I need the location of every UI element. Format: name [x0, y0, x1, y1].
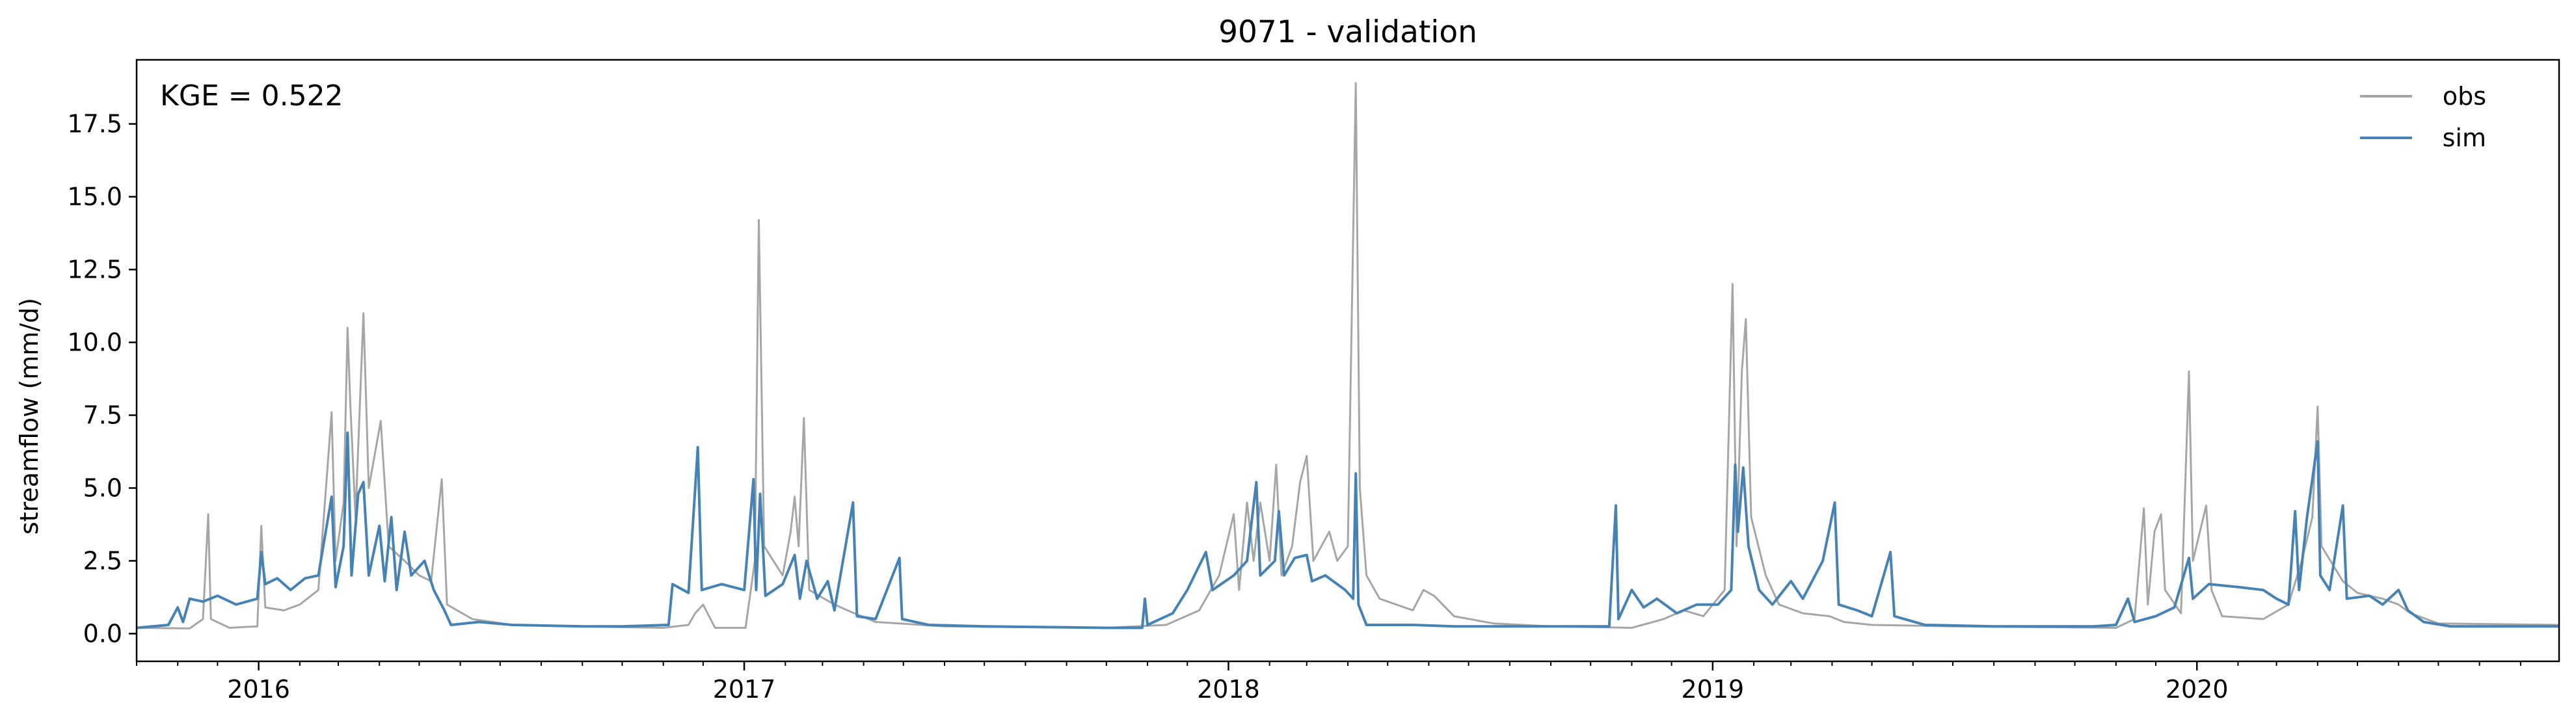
x-tick-label: 2016	[227, 675, 290, 704]
x-tick-label: 2017	[713, 675, 776, 704]
plot-frame	[135, 59, 2560, 663]
y-tick-label: 10.0	[67, 328, 122, 357]
series-line-sim	[137, 431, 2559, 629]
legend-label-obs: obs	[2443, 82, 2486, 111]
legend-label-sim: sim	[2443, 124, 2486, 152]
y-tick-label: 15.0	[67, 183, 122, 211]
y-tick-label: 17.5	[67, 110, 122, 139]
kge-annotation: KGE = 0.522	[160, 79, 343, 112]
y-tick-label: 12.5	[67, 256, 122, 284]
x-tick-label: 2018	[1197, 675, 1260, 704]
x-axis: 2016 2017 2018 2019 2020	[136, 661, 2521, 704]
y-tick-label: 7.5	[83, 401, 122, 429]
x-tick-label: 2019	[1681, 675, 1744, 704]
series-layer	[137, 82, 2559, 629]
series-line-obs	[137, 82, 2559, 629]
y-axis: 0.0 2.5 5.0 7.5 10.0 12.5 15.0 17.5	[67, 110, 137, 648]
legend: obs sim	[2360, 82, 2486, 152]
y-axis-label: streamflow (mm/d)	[15, 298, 44, 535]
y-tick-label: 0.0	[83, 619, 122, 648]
y-tick-label: 5.0	[83, 473, 122, 502]
chart-title: 9071 - validation	[1218, 14, 1477, 50]
x-tick-label: 2020	[2166, 675, 2229, 704]
y-tick-label: 2.5	[83, 546, 122, 575]
